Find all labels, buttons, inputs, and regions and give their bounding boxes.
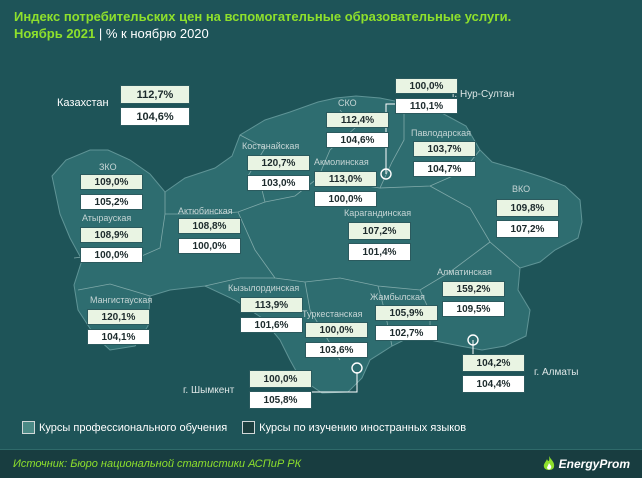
value-pair-akmola: 113,0% 100,0%	[314, 171, 377, 207]
value-pair-sko: 112,4% 104,6%	[326, 112, 389, 148]
value-professional: 112,4%	[326, 112, 389, 128]
value-pair-almaty-city: 104,2% 104,4%	[462, 354, 525, 393]
value-professional: 100,0%	[249, 370, 312, 388]
value-language: 101,6%	[240, 317, 303, 333]
region-label-zko: ЗКО	[99, 162, 117, 172]
region-label-turkestan: Туркестанская	[302, 309, 363, 319]
value-professional: 109,0%	[80, 174, 143, 190]
value-language: 104,1%	[87, 329, 150, 345]
region-label-akmola: Акмолинская	[314, 157, 369, 167]
value-language: 104,4%	[462, 375, 525, 393]
value-professional: 100,0%	[395, 78, 458, 94]
value-professional: 103,7%	[413, 141, 476, 157]
region-label-atyrau: Атырауская	[82, 213, 132, 223]
value-pair-zko: 109,0% 105,2%	[80, 174, 143, 210]
brand-logo: EnergyProm	[542, 456, 630, 472]
value-language: 101,4%	[348, 243, 411, 261]
nur-sultan-marker	[380, 168, 392, 180]
value-professional: 108,8%	[178, 218, 241, 234]
value-professional: 159,2%	[442, 281, 505, 297]
region-label-kazakhstan: Казахстан	[57, 97, 109, 109]
title-separator: |	[98, 26, 103, 41]
almaty-marker	[467, 334, 479, 346]
value-language: 100,0%	[314, 191, 377, 207]
value-language: 100,0%	[80, 247, 143, 263]
value-language: 110,1%	[395, 98, 458, 114]
legend-item-language: Курсы по изучению иностранных языков	[242, 421, 466, 434]
page-title: Индекс потребительских цен на вспомогате…	[14, 9, 512, 24]
legend-label-professional: Курсы профессионального обучения	[39, 421, 228, 434]
value-pair-shymkent: 100,0% 105,8%	[249, 370, 312, 409]
value-professional: 113,9%	[240, 297, 303, 313]
region-label-aktobe: Актюбинская	[178, 206, 233, 216]
region-label-sko: СКО	[338, 98, 357, 108]
subtitle-line: Ноябрь 2021 | % к ноябрю 2020	[14, 25, 511, 42]
value-professional: 104,2%	[462, 354, 525, 372]
value-language: 105,8%	[249, 391, 312, 409]
flame-icon	[543, 456, 554, 470]
value-pair-pavlodar: 103,7% 104,7%	[413, 141, 476, 177]
city-label-shymkent: г. Шымкент	[183, 385, 235, 396]
source-note: Источник: Бюро национальной статистики А…	[13, 458, 302, 470]
value-professional: 120,7%	[247, 155, 310, 171]
value-pair-vko: 109,8% 107,2%	[496, 199, 559, 238]
period-label: Ноябрь 2021	[14, 26, 96, 41]
region-label-vko: ВКО	[512, 184, 531, 194]
value-pair-kyzylorda: 113,9% 101,6%	[240, 297, 303, 333]
legend: Курсы профессионального обучения Курсы п…	[22, 421, 481, 434]
value-pair-kazakhstan: 112,7% 104,6%	[120, 85, 190, 126]
value-language: 102,7%	[375, 325, 438, 341]
value-pair-nur-sultan: 100,0% 110,1%	[395, 78, 458, 114]
value-language: 104,7%	[413, 161, 476, 177]
value-language: 103,6%	[305, 342, 368, 358]
title-block: Индекс потребительских цен на вспомогате…	[14, 8, 511, 42]
legend-swatch-language	[242, 421, 256, 434]
region-label-karaganda: Карагандинская	[344, 208, 412, 218]
region-label-mangystau: Мангистауская	[90, 295, 153, 305]
value-professional: 107,2%	[348, 222, 411, 240]
city-label-almaty: г. Алматы	[534, 367, 579, 378]
value-language: 105,2%	[80, 194, 143, 210]
footer: Источник: Бюро национальной статистики А…	[0, 449, 642, 478]
value-professional: 105,9%	[375, 305, 438, 321]
city-label-nur-sultan: г. Нур-Султан	[452, 89, 515, 100]
value-pair-turkestan: 100,0% 103,6%	[305, 322, 368, 358]
value-professional: 109,8%	[496, 199, 559, 217]
value-language: 104,6%	[326, 132, 389, 148]
region-label-almaty-region: Алматинская	[437, 267, 492, 277]
legend-swatch-professional	[22, 421, 35, 434]
region-label-kyzylorda: Кызылординская	[228, 283, 300, 293]
value-professional: 112,7%	[120, 85, 190, 104]
value-professional: 100,0%	[305, 322, 368, 338]
value-language: 104,6%	[120, 107, 190, 126]
region-label-zhambyl: Жамбылская	[370, 292, 425, 302]
value-pair-karaganda: 107,2% 101,4%	[348, 222, 411, 261]
value-professional: 108,9%	[80, 227, 143, 243]
value-pair-kostanay: 120,7% 103,0%	[247, 155, 310, 191]
value-language: 109,5%	[442, 301, 505, 317]
value-professional: 120,1%	[87, 309, 150, 325]
value-professional: 113,0%	[314, 171, 377, 187]
value-pair-aktobe: 108,8% 100,0%	[178, 218, 241, 254]
shymkent-marker	[351, 362, 363, 374]
value-pair-zhambyl: 105,9% 102,7%	[375, 305, 438, 341]
region-label-pavlodar: Павлодарская	[411, 128, 471, 138]
value-pair-mangystau: 120,1% 104,1%	[87, 309, 150, 345]
brand-name: EnergyProm	[558, 457, 630, 471]
subtitle-unit: % к ноябрю 2020	[105, 26, 209, 41]
value-pair-atyrau: 108,9% 100,0%	[80, 227, 143, 263]
legend-item-professional: Курсы профессионального обучения	[22, 421, 227, 434]
value-pair-almaty-region: 159,2% 109,5%	[442, 281, 505, 317]
value-language: 100,0%	[178, 238, 241, 254]
value-language: 103,0%	[247, 175, 310, 191]
region-label-kostanay: Костанайская	[242, 141, 300, 151]
legend-label-language: Курсы по изучению иностранных языков	[259, 421, 467, 434]
value-language: 107,2%	[496, 220, 559, 238]
